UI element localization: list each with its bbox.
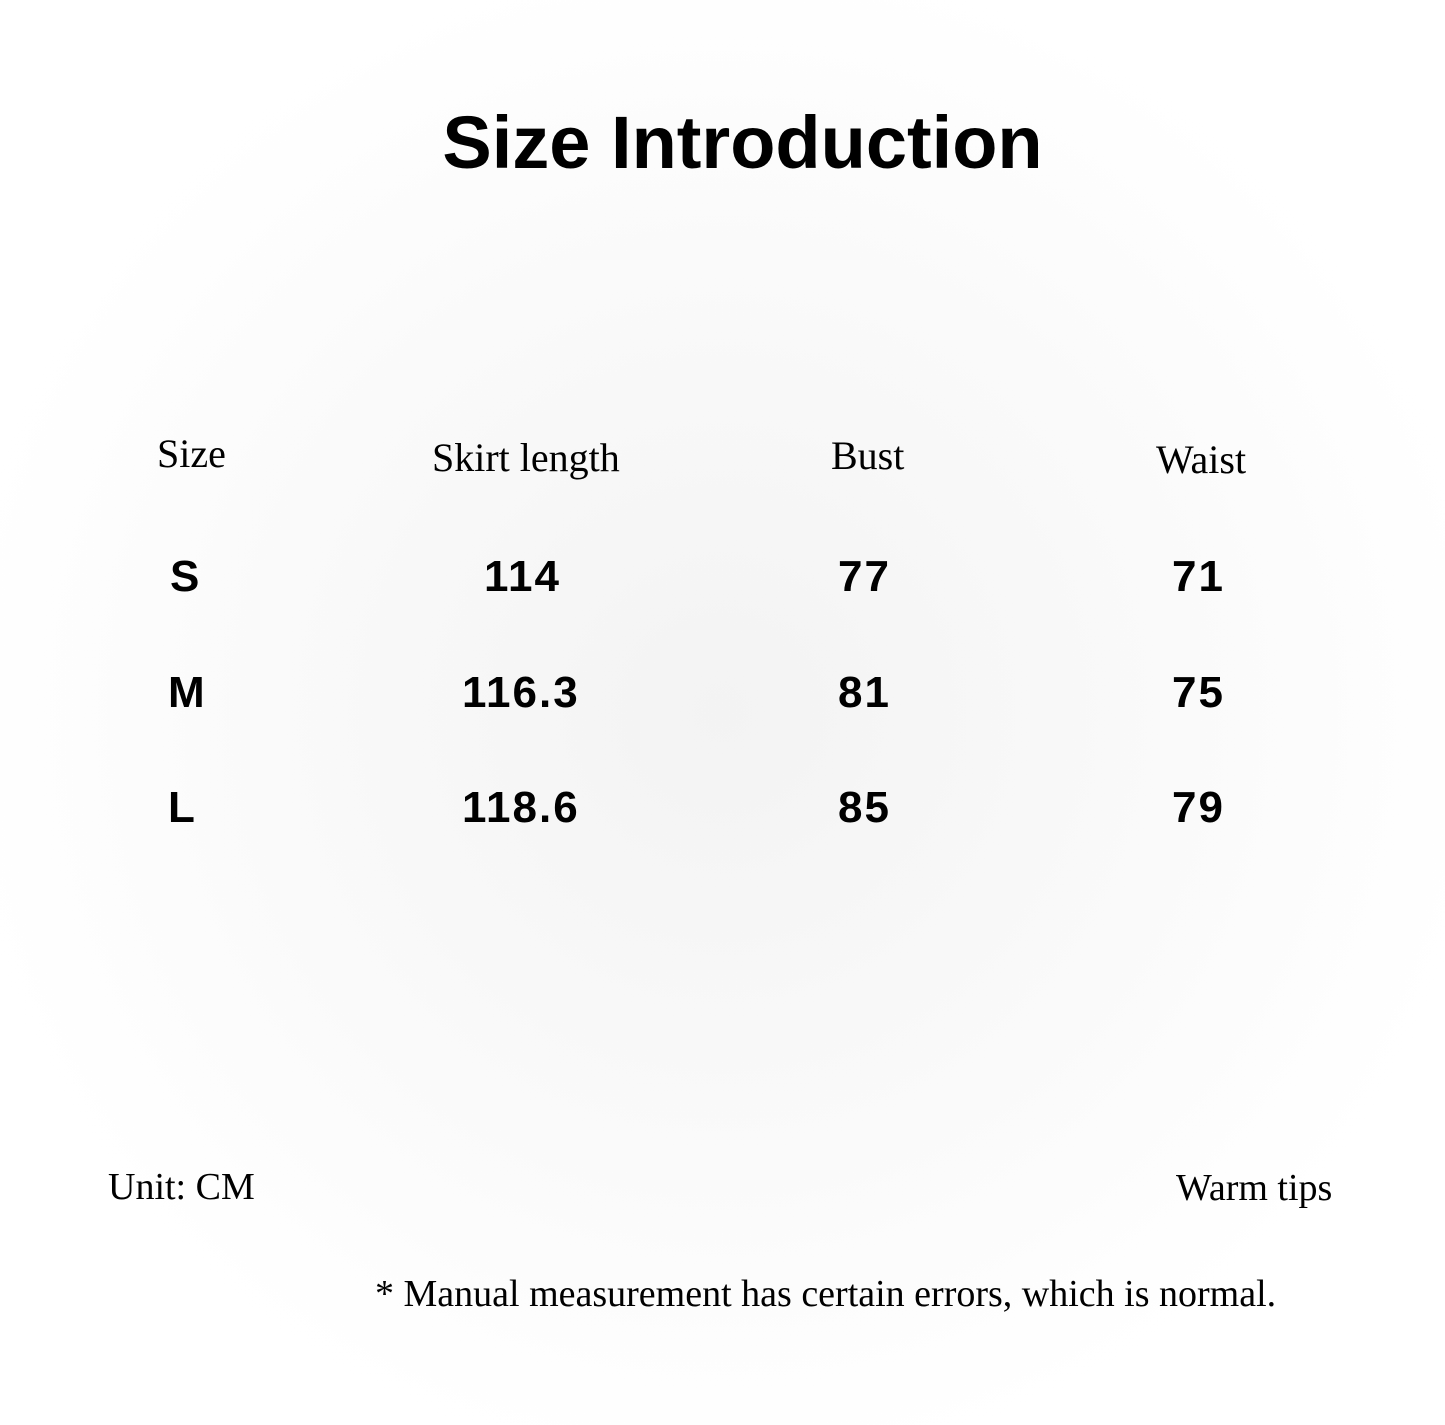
cell-skirt-length: 116.3 (462, 668, 580, 717)
warm-tips-label: Warm tips (1176, 1167, 1333, 1209)
unit-label: Unit: CM (108, 1166, 255, 1208)
cell-skirt-length: 114 (484, 552, 561, 601)
cell-size: S (170, 552, 202, 601)
warm-tips-text: * Manual measurement has certain errors,… (375, 1273, 1277, 1315)
header-size: Size (157, 431, 226, 476)
header-bust: Bust (831, 433, 905, 478)
page-title: Size Introduction (442, 101, 1043, 184)
cell-bust: 85 (838, 783, 891, 832)
cell-waist: 75 (1172, 668, 1225, 717)
cell-bust: 81 (838, 668, 891, 717)
cell-bust: 77 (838, 552, 891, 601)
header-waist: Waist (1156, 437, 1247, 482)
cell-size: M (168, 668, 207, 717)
cell-size: L (168, 783, 197, 832)
cell-waist: 71 (1172, 552, 1225, 601)
header-skirt-length: Skirt length (432, 435, 620, 480)
cell-waist: 79 (1172, 783, 1225, 832)
cell-skirt-length: 118.6 (462, 783, 580, 832)
